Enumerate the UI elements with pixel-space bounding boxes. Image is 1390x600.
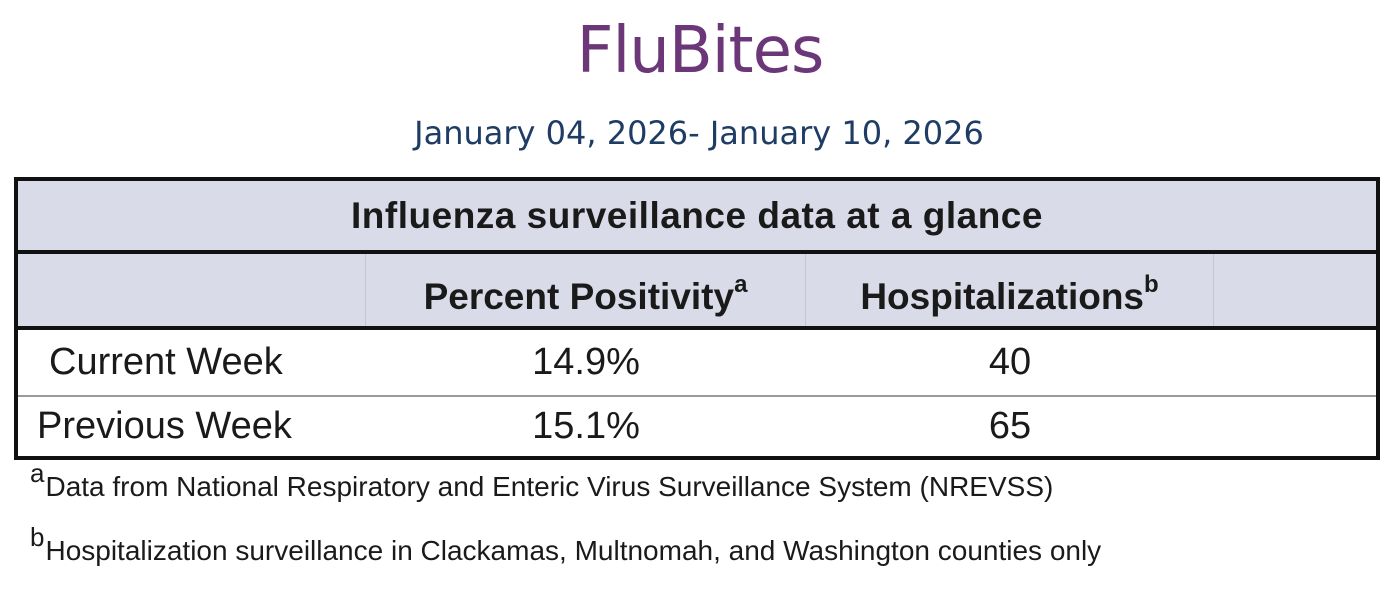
column-header-hospitalizations: Hospitalizationsb <box>806 254 1214 326</box>
current-week-hospitalizations: 40 <box>988 341 1032 383</box>
column-header-empty <box>18 254 366 326</box>
footnote-marker-a: a <box>734 270 748 298</box>
footnote-a: aData from National Respiratory and Ente… <box>30 458 1054 504</box>
column-label-percent-positivity: Percent Positivity <box>423 276 735 317</box>
footnote-a-text: Data from National Respiratory and Enter… <box>45 471 1054 502</box>
footnote-b: bHospitalization surveillance in Clackam… <box>30 522 1102 568</box>
footnote-a-mark: a <box>30 458 45 488</box>
surveillance-table: Influenza surveillance data at a glance … <box>14 177 1380 460</box>
current-week-percent-positivity: 14.9% <box>532 341 640 383</box>
previous-week-hospitalizations: 65 <box>988 405 1032 447</box>
table-row-current-week: Current Week 14.9% 40 <box>18 330 1376 397</box>
table-caption: Influenza surveillance data at a glance <box>18 181 1376 254</box>
footnote-b-mark: b <box>30 522 45 552</box>
column-header-percent-positivity: Percent Positivitya <box>366 254 806 326</box>
date-range: January 04, 2026- January 10, 2026 <box>414 114 984 152</box>
table-row-previous-week: Previous Week 15.1% 65 <box>18 397 1376 456</box>
row-label-previous-week: Previous Week <box>37 405 292 447</box>
previous-week-percent-positivity: 15.1% <box>532 405 640 447</box>
footnote-b-text: Hospitalization surveillance in Clackama… <box>45 535 1102 566</box>
column-label-hospitalizations: Hospitalizations <box>860 276 1145 317</box>
row-label-current-week: Current Week <box>49 341 283 383</box>
column-header-row: Percent Positivitya Hospitalizationsb <box>18 254 1376 330</box>
page-title: FluBites <box>576 14 825 88</box>
column-header-spacer <box>1214 254 1376 326</box>
footnote-marker-b: b <box>1144 270 1159 298</box>
